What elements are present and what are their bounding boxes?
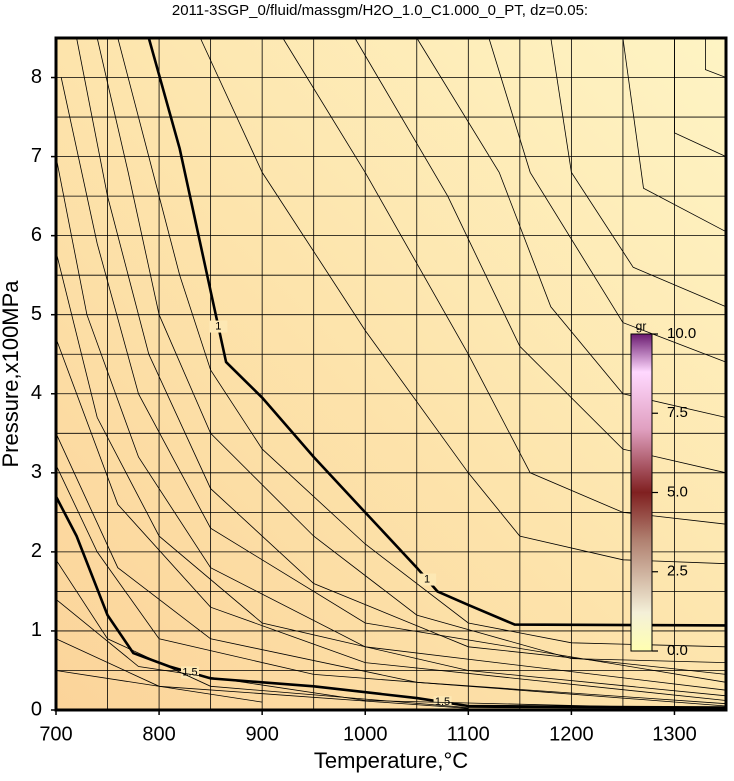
colorbar-tick-label: 10.0 — [667, 325, 696, 342]
plot-background — [56, 38, 726, 710]
contour — [705, 38, 727, 78]
x-tick-label: 900 — [245, 723, 278, 745]
contour — [354, 37, 727, 474]
colorbar-tick-label: 0.0 — [667, 642, 688, 659]
contour-major — [147, 37, 727, 627]
chart-title: 2011-3SGP_0/fluid/massgm/H2O_1.0_C1.000_… — [172, 2, 588, 19]
contour — [55, 156, 727, 691]
contours: 111.51.5 — [54, 37, 727, 710]
y-tick-label: 1 — [31, 619, 42, 641]
x-tick-label: 1000 — [343, 723, 388, 745]
y-tick-label: 0 — [31, 698, 42, 720]
contour — [96, 37, 727, 663]
contour — [55, 433, 727, 705]
contour — [674, 38, 727, 157]
colorbar-tick-label: 2.5 — [667, 563, 688, 580]
contour — [55, 559, 727, 709]
y-tick-label: 6 — [31, 224, 42, 246]
x-tick-label: 700 — [39, 723, 72, 745]
x-tick-label: 1300 — [652, 723, 697, 745]
y-tick-label: 2 — [31, 540, 42, 562]
x-axis-label: Temperature,°C — [314, 748, 468, 773]
y-tick-label: 7 — [31, 145, 42, 167]
y-tick-label: 5 — [31, 303, 42, 325]
contour — [622, 37, 727, 233]
y-tick-label: 8 — [31, 66, 42, 88]
colorbar-tick-label: 5.0 — [667, 483, 688, 500]
contour-label-bg — [418, 573, 437, 586]
contour-major — [54, 495, 727, 709]
contour — [550, 37, 727, 308]
contour — [199, 37, 727, 565]
contour-label-bg — [209, 320, 228, 333]
contour-label: 1 — [215, 320, 221, 332]
contour-label: 1 — [424, 573, 430, 585]
x-tick-label: 1100 — [447, 723, 490, 745]
x-tick-label: 1200 — [549, 723, 594, 745]
plot-frame — [54, 36, 728, 712]
contour — [55, 464, 727, 707]
contour — [117, 37, 727, 648]
colorbar-label: gr — [636, 319, 647, 333]
contour — [55, 670, 263, 703]
colorbar — [630, 333, 653, 652]
y-tick-label: 4 — [31, 382, 42, 404]
y-tick-label: 3 — [31, 461, 42, 483]
contour — [76, 37, 727, 675]
x-tick-label: 800 — [142, 723, 175, 745]
contour — [488, 37, 727, 363]
contour — [416, 37, 727, 418]
colorbar-tick-label: 7.5 — [667, 404, 688, 421]
contour — [55, 338, 727, 701]
y-axis-label: Pressure,x100MPa — [0, 280, 23, 468]
contour — [55, 251, 727, 697]
contour — [60, 77, 727, 683]
contour-label-bg — [181, 666, 199, 679]
contour — [55, 598, 727, 710]
